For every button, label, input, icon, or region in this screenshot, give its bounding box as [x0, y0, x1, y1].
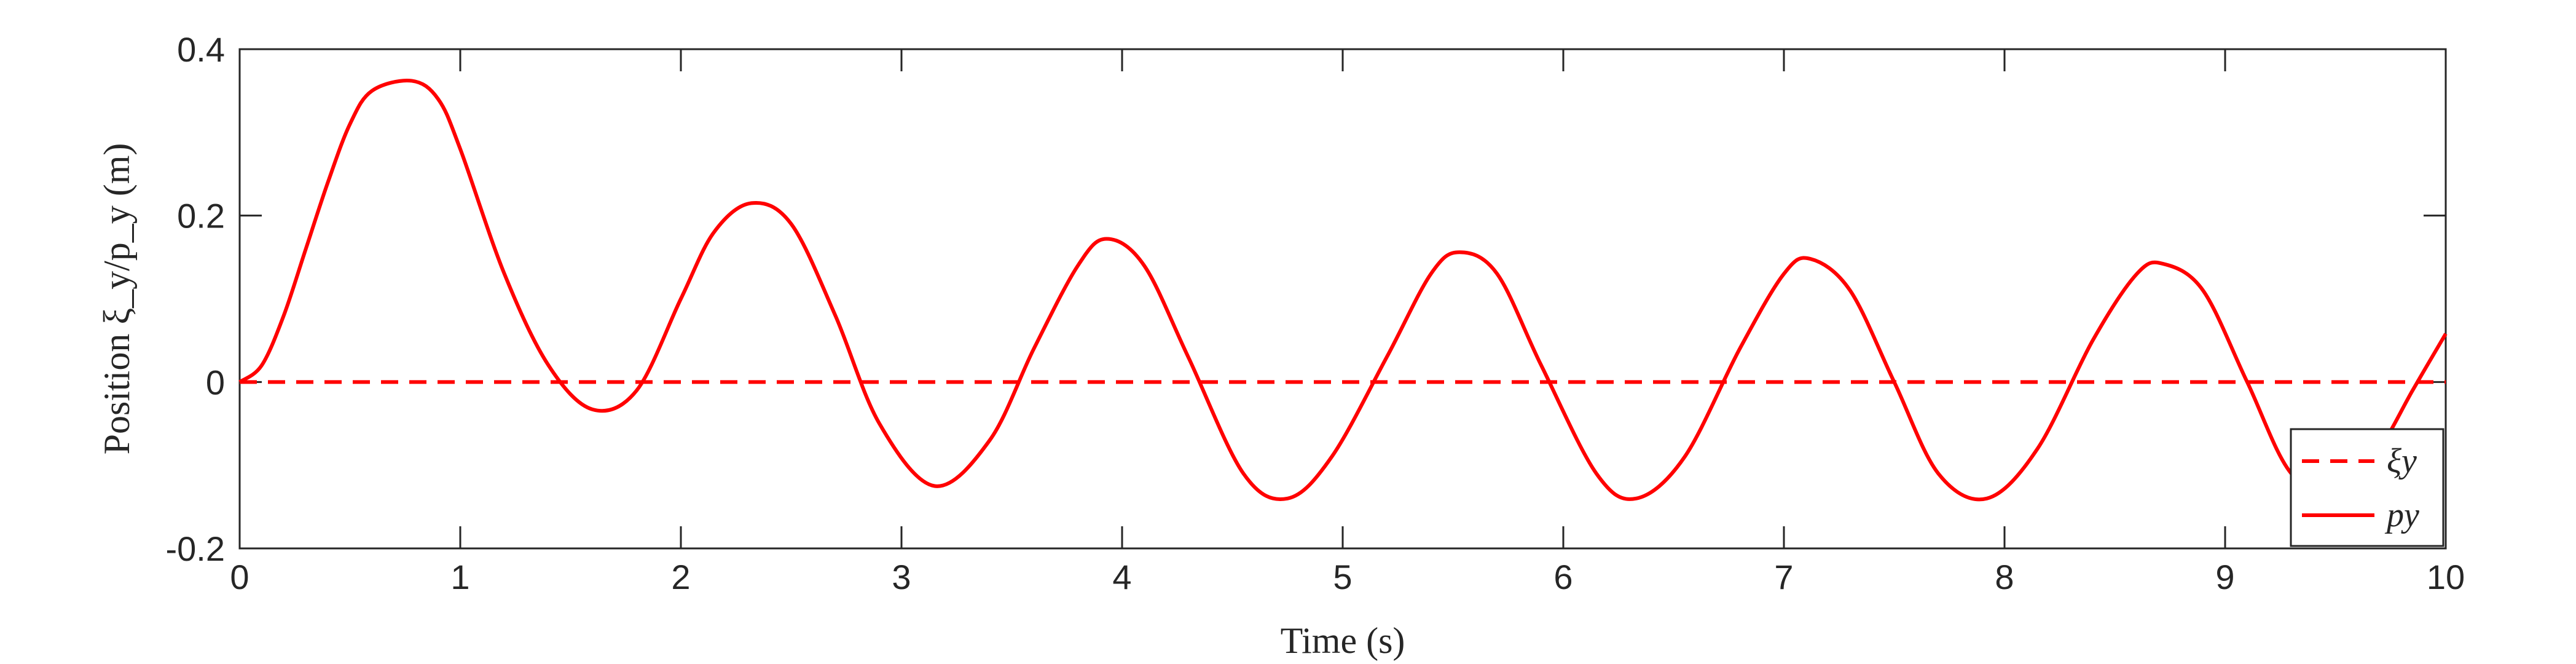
plot-area [238, 48, 2447, 550]
y-tick-label-2: 0.2 [177, 197, 225, 235]
axis-labels: Time (s) Position ξ_y/p_y (m) [96, 143, 1405, 661]
y-tick-label-1: 0 [206, 363, 225, 401]
x-tick-label-6: 6 [1553, 558, 1573, 596]
legend-label-1: py [2384, 496, 2419, 534]
x-tick-label-3: 3 [892, 558, 911, 596]
series-line-1 [238, 79, 2448, 502]
legend-label-0: ξy [2387, 442, 2417, 480]
y-axis-label: Position ξ_y/p_y (m) [96, 143, 137, 455]
x-tick-label-2: 2 [671, 558, 690, 596]
x-tick-label-0: 0 [230, 558, 249, 596]
x-tick-label-7: 7 [1774, 558, 1793, 596]
x-axis-label: Time (s) [1281, 620, 1405, 661]
x-tick-label-9: 9 [2215, 558, 2234, 596]
legend: ξy py [2290, 428, 2444, 547]
x-tick-label-5: 5 [1333, 558, 1352, 596]
x-tick-label-10: 10 [2427, 558, 2465, 596]
axis-ticks: 0 1 2 3 4 5 6 7 8 9 10-0.200.20.4 [166, 30, 2465, 596]
x-tick-label-8: 8 [1995, 558, 2014, 596]
legend-box [2290, 428, 2444, 547]
y-tick-label-3: 0.4 [177, 30, 225, 69]
x-tick-label-1: 1 [450, 558, 469, 596]
series-layer [238, 79, 2448, 502]
x-tick-label-4: 4 [1112, 558, 1131, 596]
y-tick-label-0: -0.2 [166, 529, 226, 568]
